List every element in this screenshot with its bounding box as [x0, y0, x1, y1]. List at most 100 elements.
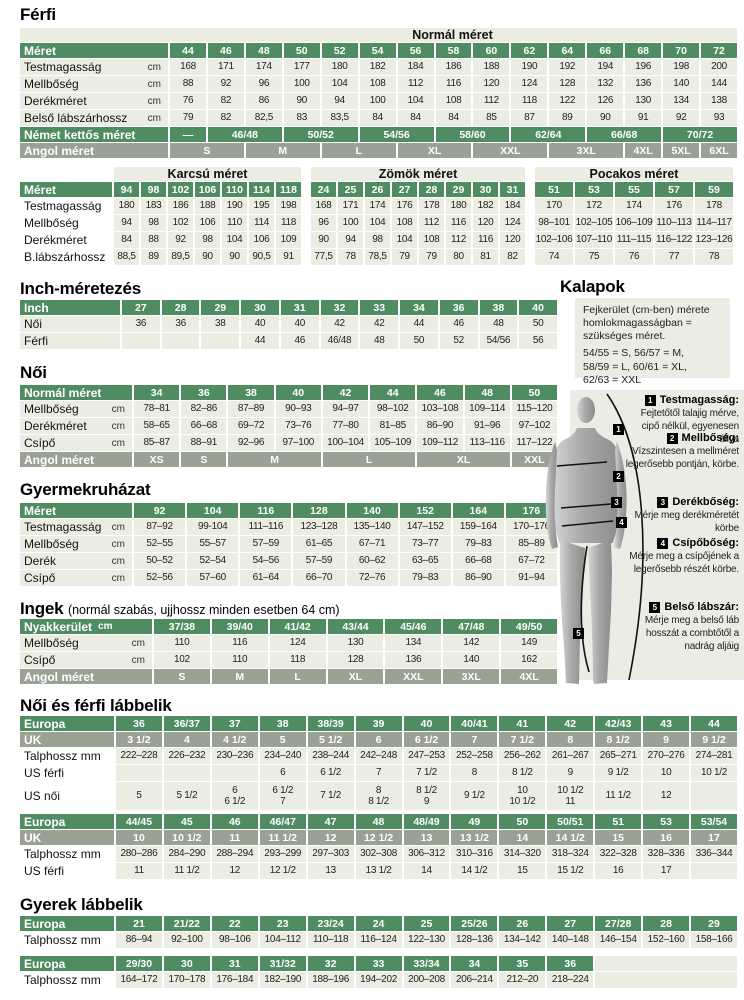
- data-cell: 83,5: [321, 110, 358, 126]
- row-label-cell: Angol méret: [20, 669, 152, 684]
- column-header-cell: 47: [307, 814, 354, 829]
- data-cell: 198: [276, 198, 301, 214]
- data-cell: 36: [122, 316, 160, 332]
- row-label-cell: Csípő cm: [20, 435, 132, 451]
- column-header-cell: 44/45: [116, 814, 162, 829]
- data-cell: 76: [170, 93, 206, 109]
- data-cell: 66–68: [181, 418, 227, 434]
- column-header-cell: 62: [511, 43, 548, 58]
- data-cell: 100: [359, 93, 396, 109]
- data-cell: 112: [397, 76, 434, 92]
- data-cell: [211, 765, 258, 781]
- table-gyermek: Méret 92 104 116 128 140 152 164 176 Testmagasság…: [20, 503, 557, 586]
- column-header-cell: 53/54: [691, 814, 737, 829]
- data-cell: 52–55: [134, 536, 186, 552]
- row-label-cell: Testmagasság cm: [20, 519, 132, 535]
- size-cell: M: [245, 143, 320, 158]
- data-cell: 104: [222, 232, 247, 248]
- data-cell: 42: [360, 316, 399, 332]
- data-cell: 9 1/2: [595, 765, 642, 781]
- column-header-cell: 52: [321, 43, 358, 58]
- data-cell: 152–160: [643, 932, 690, 948]
- data-cell: 80: [446, 249, 471, 265]
- size-cell: 4XL: [625, 143, 662, 158]
- data-cell: 40: [280, 316, 319, 332]
- mannequin-silhouette: [545, 397, 627, 684]
- data-cell: 75: [575, 249, 613, 265]
- size-cell: S: [154, 669, 210, 684]
- data-cell: 274–281: [691, 748, 737, 764]
- size-cell: 3 1/2: [116, 732, 162, 747]
- data-cell: 128–136: [451, 932, 498, 948]
- header-label-cell: Méret: [20, 43, 168, 58]
- data-cell: 252–258: [451, 748, 498, 764]
- data-cell: 114–117: [695, 215, 733, 231]
- data-cell: 12 1/2: [259, 863, 306, 879]
- data-cell: 200–208: [403, 972, 450, 988]
- data-cell: 128: [549, 76, 586, 92]
- data-cell: 90,5: [249, 249, 274, 265]
- data-cell: 102: [168, 215, 193, 231]
- data-cell: [595, 956, 737, 971]
- column-header-cell: 42/43: [595, 716, 642, 731]
- data-cell: 104: [397, 93, 434, 109]
- data-cell: 106: [195, 215, 220, 231]
- data-cell: 55–57: [187, 536, 239, 552]
- data-cell: 88: [141, 232, 166, 248]
- data-cell: 109–112: [417, 435, 463, 451]
- size-cell: M: [228, 452, 321, 467]
- gap-cell: [527, 182, 533, 197]
- data-cell: 120: [500, 232, 525, 248]
- column-header-cell: 164: [452, 503, 504, 518]
- data-cell: 302–308: [355, 846, 402, 862]
- annotation-title: Belső lábszár:: [664, 601, 739, 613]
- data-cell: 42: [320, 316, 359, 332]
- data-cell: 102: [154, 652, 210, 668]
- figure-badge-4: 4: [616, 517, 627, 528]
- column-header-cell: 28: [643, 916, 690, 931]
- column-header-cell: 44: [691, 716, 737, 731]
- size-cell: XXL: [473, 143, 548, 158]
- size-cell: XXL: [511, 452, 557, 467]
- annotation-desc: Fejtetőtől talajig mérve, cipő nélkül, e…: [640, 408, 740, 445]
- data-cell: 196: [625, 59, 662, 75]
- size-cell: 3XL: [443, 669, 500, 684]
- data-cell: 98: [195, 232, 220, 248]
- data-cell: 94: [321, 93, 358, 109]
- height-measure-line: [606, 393, 644, 681]
- data-cell: 78: [695, 249, 733, 265]
- data-cell: 122–130: [403, 932, 450, 948]
- data-cell: 94: [338, 232, 363, 248]
- data-cell: 336–344: [691, 846, 737, 862]
- size-cell: 13: [403, 830, 450, 845]
- data-cell: 120: [473, 76, 510, 92]
- measure-annotation-5: 5 Belső lábszár: Mérje meg a belső láb ho…: [623, 601, 739, 653]
- size-cell: XL: [397, 143, 472, 158]
- size-cell: 8: [547, 732, 594, 747]
- data-cell: 92: [168, 232, 193, 248]
- column-header-cell: 46: [211, 814, 258, 829]
- data-cell: 242–248: [355, 748, 402, 764]
- column-header-cell: 27: [547, 916, 594, 931]
- data-cell: 116: [446, 215, 471, 231]
- size-cell: L: [269, 669, 326, 684]
- column-header-cell: 25: [403, 916, 450, 931]
- column-header-cell: 38: [479, 300, 518, 315]
- data-cell: 106: [249, 232, 274, 248]
- size-cell: 4 1/2: [211, 732, 258, 747]
- row-label-cell: US férfi: [24, 766, 65, 780]
- data-cell: 178: [695, 198, 733, 214]
- data-cell: 94: [114, 215, 139, 231]
- column-header-cell: 94: [114, 182, 139, 197]
- data-cell: 12: [643, 782, 690, 810]
- data-cell: 112: [473, 93, 510, 109]
- column-header-cell: 70/72: [663, 127, 737, 142]
- data-cell: 102–106: [535, 232, 573, 248]
- data-cell: 110: [154, 635, 210, 651]
- data-cell: 84: [114, 232, 139, 248]
- data-cell: 124: [511, 76, 548, 92]
- data-cell: 79–83: [399, 570, 451, 586]
- data-cell: 90: [222, 249, 247, 265]
- figure-badge-3: 3: [611, 497, 622, 508]
- table-gyerek-labbelik-2: Europa 29/30 30 31 31/32 32 33 33/34 34 35 36 Talph…: [20, 956, 737, 988]
